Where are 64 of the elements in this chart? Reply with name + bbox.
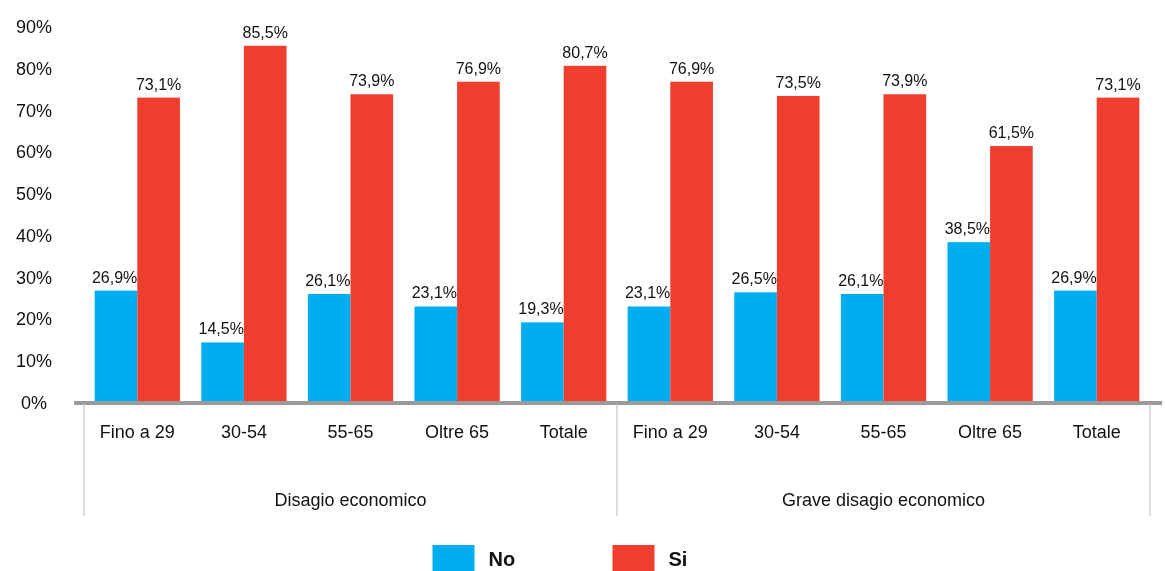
data-label: 26,5% <box>731 270 777 288</box>
bar <box>307 293 351 403</box>
data-label: 26,1% <box>838 271 884 289</box>
x-tick-label: Totale <box>539 422 588 442</box>
data-label: 76,9% <box>668 59 715 77</box>
y-tick-label: 30% <box>15 267 53 288</box>
bar <box>990 146 1033 403</box>
bar <box>94 290 138 403</box>
data-label: 23,1% <box>411 284 458 302</box>
bar <box>350 94 394 403</box>
x-tick-label: 30-54 <box>220 422 267 442</box>
data-label: 73,1% <box>1095 75 1141 93</box>
x-tick-label: 55-65 <box>327 422 374 442</box>
data-label: 19,3% <box>518 300 564 318</box>
data-label: 80,7% <box>562 43 608 61</box>
y-tick-label: 60% <box>15 142 53 163</box>
data-label: 26,1% <box>305 271 351 289</box>
data-label: 26,9% <box>1051 268 1097 286</box>
data-label: 73,9% <box>349 72 395 90</box>
data-label: 61,5% <box>988 124 1035 142</box>
y-tick-label: 10% <box>15 351 53 372</box>
bar <box>627 306 671 403</box>
legend-label: Si <box>668 548 688 570</box>
y-tick-label: 90% <box>15 17 53 37</box>
x-tick-label: 30-54 <box>753 422 800 442</box>
x-tick-label: Totale <box>1072 422 1121 442</box>
x-tick-label: 55-65 <box>860 422 907 442</box>
x-tick-label: Fino a 29 <box>632 422 708 442</box>
bar <box>670 81 713 403</box>
x-tick-label: Oltre 65 <box>958 422 1023 442</box>
data-label: 26,9% <box>91 268 138 286</box>
x-tick-label: Oltre 65 <box>425 422 490 442</box>
data-label: 85,5% <box>242 23 288 41</box>
bar <box>840 293 884 403</box>
bar <box>1096 97 1140 403</box>
data-label: 73,9% <box>882 72 928 90</box>
data-label: 73,5% <box>775 73 821 91</box>
bar <box>947 242 991 403</box>
bar <box>776 95 820 403</box>
y-tick-label: 40% <box>15 225 53 246</box>
y-tick-label: 0% <box>20 393 48 413</box>
bar <box>414 306 458 403</box>
y-tick-label: 80% <box>15 58 53 79</box>
bar <box>243 45 287 403</box>
data-label: 76,9% <box>455 59 502 77</box>
legend-label: No <box>488 548 516 570</box>
bar <box>457 81 500 403</box>
bar <box>1054 290 1097 403</box>
y-tick-label: 50% <box>15 184 53 205</box>
data-label: 23,1% <box>624 284 671 302</box>
data-label: 73,1% <box>135 75 182 93</box>
bar <box>521 322 564 403</box>
bar <box>883 94 927 403</box>
text: Disagio economico <box>274 490 427 510</box>
data-label: 14,5% <box>198 320 244 338</box>
bar <box>201 342 244 403</box>
bar <box>734 292 777 403</box>
y-tick-label: 20% <box>15 309 53 330</box>
y-tick-label: 70% <box>15 100 53 121</box>
bar <box>137 97 180 403</box>
data-label: 38,5% <box>944 220 991 238</box>
text: Grave disagio economico <box>781 490 986 510</box>
bar <box>563 65 607 403</box>
x-tick-label: Fino a 29 <box>99 422 175 442</box>
